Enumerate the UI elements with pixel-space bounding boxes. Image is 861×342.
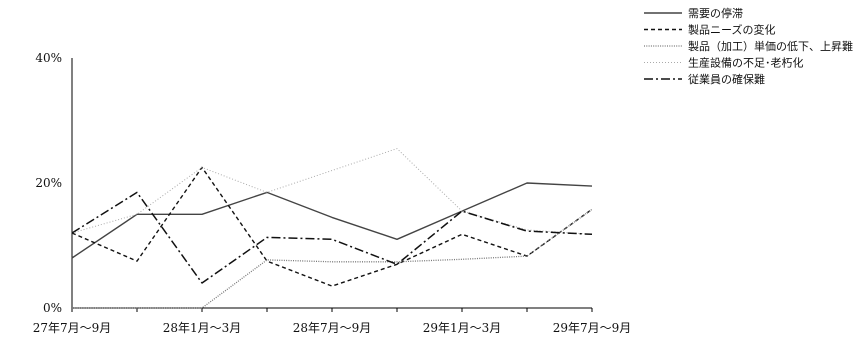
chart-legend: 需要の停滞製品ニーズの変化製品（加工）単価の低下、上昇難生産設備の不足･老朽化従… [644,6,853,86]
legend-label-4: 生産設備の不足･老朽化 [688,56,804,70]
x-tick-label: 29年1月～3月 [423,321,502,335]
legend-label-3: 製品（加工）単価の低下、上昇難 [688,39,853,53]
chart-tick-labels: 0% 20% 40% 27年7月～9月 28年1月～3月 28年7月～9月 29年1月～3月… [33,51,632,335]
x-tick-label: 29年7月～9月 [553,321,632,335]
series-line-3 [72,208,593,309]
chart-axes [71,58,593,312]
y-tick-label: 40% [35,51,62,65]
series-line-1 [71,182,593,259]
series-line-2 [71,166,593,287]
x-tick-label: 27年7月～9月 [33,321,112,335]
x-tick-label: 28年1月～3月 [163,321,242,335]
x-tick-label: 28年7月～9月 [293,321,372,335]
series-line-5 [71,191,593,284]
y-tick-label: 20% [35,176,62,190]
y-tick-label: 0% [43,301,62,315]
legend-label-5: 従業員の確保難 [688,72,765,86]
series-line-4 [71,148,593,235]
chart-series-lines [71,148,593,309]
legend-label-2: 製品ニーズの変化 [688,23,775,37]
legend-label-1: 需要の停滞 [688,6,743,20]
